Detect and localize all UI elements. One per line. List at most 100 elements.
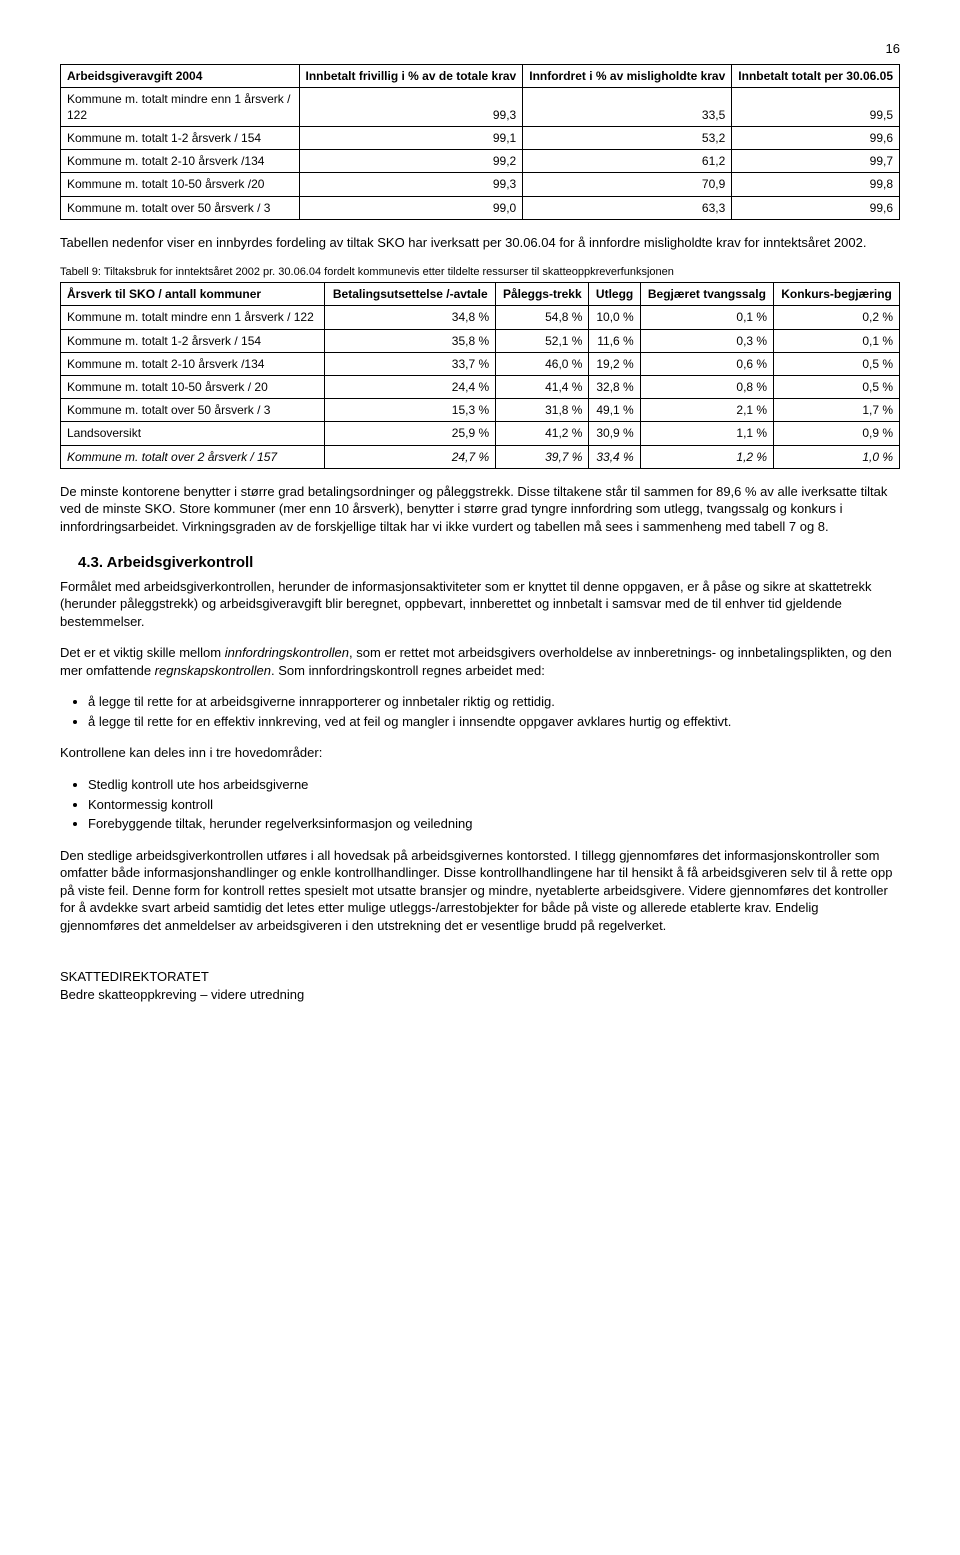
table-row: Kommune m. totalt 2-10 årsverk /13433,7 … <box>61 352 900 375</box>
table-cell: 70,9 <box>523 173 732 196</box>
table-cell: Landsoversikt <box>61 422 325 445</box>
table-cell: 99,7 <box>732 150 900 173</box>
table-row: Kommune m. totalt over 50 årsverk / 315,… <box>61 399 900 422</box>
table-cell: 99,1 <box>299 127 523 150</box>
table-cell: 34,8 % <box>325 306 496 329</box>
section-heading-arbeidsgiverkontroll: 4.3. Arbeidsgiverkontroll <box>78 553 900 573</box>
table-cell: 25,9 % <box>325 422 496 445</box>
list-item: Stedlig kontroll ute hos arbeidsgiverne <box>88 776 900 794</box>
table-cell: 10,0 % <box>589 306 640 329</box>
table-cell: 30,9 % <box>589 422 640 445</box>
footer-org: SKATTEDIREKTORATET <box>60 968 900 986</box>
table-cell: 0,3 % <box>640 329 773 352</box>
t1-h2: Innfordret i % av misligholdte krav <box>523 64 732 87</box>
table-cell: 1,1 % <box>640 422 773 445</box>
table-row: Kommune m. totalt over 50 årsverk / 399,… <box>61 196 900 219</box>
list-innfordringskontroll: å legge til rette for at arbeidsgiverne … <box>60 693 900 730</box>
table-row: Kommune m. totalt 1-2 årsverk / 15499,15… <box>61 127 900 150</box>
table-cell: Kommune m. totalt over 50 årsverk / 3 <box>61 196 300 219</box>
table-row: Kommune m. totalt mindre enn 1 årsverk /… <box>61 87 900 126</box>
table-row: Kommune m. totalt 2-10 årsverk /13499,26… <box>61 150 900 173</box>
table-cell: 99,3 <box>299 87 523 126</box>
paragraph-hovedomraader: Kontrollene kan deles inn i tre hovedomr… <box>60 744 900 762</box>
table-cell: 33,5 <box>523 87 732 126</box>
table-cell: Kommune m. totalt 10-50 årsverk / 20 <box>61 376 325 399</box>
table-cell: 0,1 % <box>774 329 900 352</box>
p4-em2: regnskapskontrollen <box>155 663 271 678</box>
paragraph-formaal: Formålet med arbeidsgiverkontrollen, her… <box>60 578 900 631</box>
t2-h1: Betalingsutsettelse /-avtale <box>325 283 496 306</box>
p4-pre: Det er et viktig skille mellom <box>60 645 225 660</box>
t2-h4: Begjæret tvangssalg <box>640 283 773 306</box>
table-cell: 15,3 % <box>325 399 496 422</box>
table-cell: 1,2 % <box>640 445 773 468</box>
table-cell: 99,8 <box>732 173 900 196</box>
table-cell: 63,3 <box>523 196 732 219</box>
table-cell: 33,4 % <box>589 445 640 468</box>
p4-em1: innfordringskontrollen <box>225 645 349 660</box>
paragraph-intro: Tabellen nedenfor viser en innbyrdes for… <box>60 234 900 252</box>
t2-h0: Årsverk til SKO / antall kommuner <box>61 283 325 306</box>
table-cell: Kommune m. totalt 2-10 årsverk /134 <box>61 150 300 173</box>
table-cell: 99,2 <box>299 150 523 173</box>
footer-title: Bedre skatteoppkreving – videre utrednin… <box>60 986 900 1004</box>
table-cell: 31,8 % <box>496 399 589 422</box>
t1-h3: Innbetalt totalt per 30.06.05 <box>732 64 900 87</box>
table-cell: 35,8 % <box>325 329 496 352</box>
table-cell: 61,2 <box>523 150 732 173</box>
paragraph-analysis: De minste kontorene benytter i større gr… <box>60 483 900 536</box>
table-row: Landsoversikt25,9 %41,2 %30,9 %1,1 %0,9 … <box>61 422 900 445</box>
table-cell: 24,4 % <box>325 376 496 399</box>
table-cell: 24,7 % <box>325 445 496 468</box>
page-number: 16 <box>60 40 900 58</box>
table-cell: 0,2 % <box>774 306 900 329</box>
table-cell: 99,3 <box>299 173 523 196</box>
table-cell: Kommune m. totalt mindre enn 1 årsverk /… <box>61 306 325 329</box>
table-cell: 99,0 <box>299 196 523 219</box>
table-cell: 49,1 % <box>589 399 640 422</box>
table-cell: 19,2 % <box>589 352 640 375</box>
table-cell: 0,8 % <box>640 376 773 399</box>
table-cell: 99,6 <box>732 196 900 219</box>
table-cell: Kommune m. totalt over 2 årsverk / 157 <box>61 445 325 468</box>
table-cell: 1,7 % <box>774 399 900 422</box>
table-row: Kommune m. totalt mindre enn 1 årsverk /… <box>61 306 900 329</box>
table2-caption: Tabell 9: Tiltaksbruk for inntektsåret 2… <box>60 265 900 280</box>
table-cell: 32,8 % <box>589 376 640 399</box>
list-item: Forebyggende tiltak, herunder regelverks… <box>88 815 900 833</box>
table-cell: Kommune m. totalt 2-10 årsverk /134 <box>61 352 325 375</box>
table-cell: 41,2 % <box>496 422 589 445</box>
list-item: Kontormessig kontroll <box>88 796 900 814</box>
table-arbeidsgiveravgift: Arbeidsgiveravgift 2004 Innbetalt frivil… <box>60 64 900 220</box>
table-cell: 46,0 % <box>496 352 589 375</box>
table-cell: 41,4 % <box>496 376 589 399</box>
list-item: å legge til rette for en effektiv innkre… <box>88 713 900 731</box>
paragraph-skille: Det er et viktig skille mellom innfordri… <box>60 644 900 679</box>
table-row: Kommune m. totalt 10-50 årsverk /2099,37… <box>61 173 900 196</box>
table-cell: 0,5 % <box>774 376 900 399</box>
paragraph-stedlig: Den stedlige arbeidsgiverkontrollen utfø… <box>60 847 900 935</box>
table-cell: 39,7 % <box>496 445 589 468</box>
table-row: Kommune m. totalt 1-2 årsverk / 15435,8 … <box>61 329 900 352</box>
table-cell: 99,5 <box>732 87 900 126</box>
p4-post: . Som innfordringskontroll regnes arbeid… <box>271 663 545 678</box>
list-hovedomraader: Stedlig kontroll ute hos arbeidsgiverne K… <box>60 776 900 833</box>
t2-h2: Påleggs-trekk <box>496 283 589 306</box>
table-cell: 0,9 % <box>774 422 900 445</box>
table-cell: 54,8 % <box>496 306 589 329</box>
table-cell: Kommune m. totalt 1-2 årsverk / 154 <box>61 127 300 150</box>
table-tiltaksbruk: Årsverk til SKO / antall kommuner Betali… <box>60 282 900 469</box>
table-cell: 2,1 % <box>640 399 773 422</box>
table-cell: 33,7 % <box>325 352 496 375</box>
table-cell: 0,5 % <box>774 352 900 375</box>
page-footer: SKATTEDIREKTORATET Bedre skatteoppkrevin… <box>60 968 900 1003</box>
t2-h5: Konkurs-begjæring <box>774 283 900 306</box>
table-row: Kommune m. totalt 10-50 årsverk / 2024,4… <box>61 376 900 399</box>
table-cell: Kommune m. totalt over 50 årsverk / 3 <box>61 399 325 422</box>
list-item: å legge til rette for at arbeidsgiverne … <box>88 693 900 711</box>
t1-h0: Arbeidsgiveravgift 2004 <box>61 64 300 87</box>
table-cell: 0,6 % <box>640 352 773 375</box>
t2-h3: Utlegg <box>589 283 640 306</box>
table-row-summary: Kommune m. totalt over 2 årsverk / 15724… <box>61 445 900 468</box>
table-cell: 11,6 % <box>589 329 640 352</box>
